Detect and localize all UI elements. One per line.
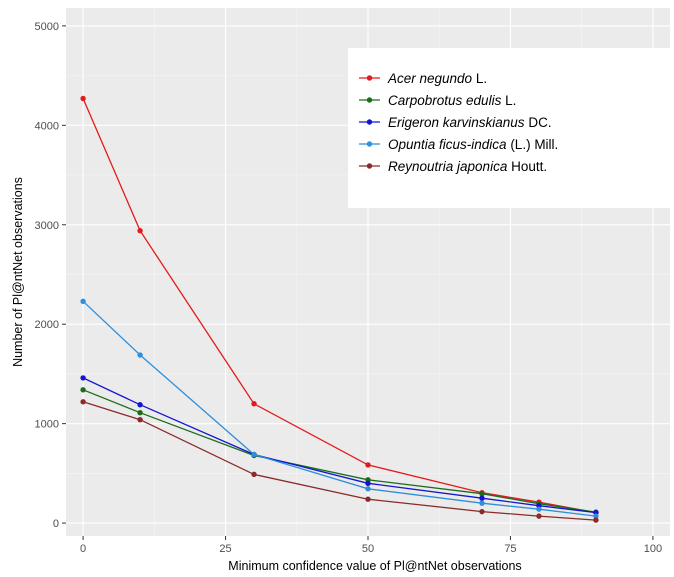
legend-key-point: [366, 141, 373, 147]
legend-item: Carpobrotus edulis L.: [359, 93, 516, 108]
legend-label: Acer negundo L.: [387, 71, 487, 86]
data-point: [251, 471, 257, 478]
x-tick-label: 0: [80, 543, 86, 555]
series-5: [80, 399, 599, 523]
x-tick-label: 50: [362, 543, 374, 555]
data-point: [137, 402, 143, 408]
legend-label: Reynoutria japonica Houtt.: [388, 159, 547, 174]
legend-label-italic: Reynoutria japonica: [388, 159, 508, 174]
axis-ticks: [62, 25, 654, 540]
x-axis-title: Minimum confidence value of Pl@ntNet obs…: [228, 559, 521, 573]
data-point: [251, 401, 257, 407]
data-point: [365, 496, 371, 502]
legend-label: Opuntia ficus-indica (L.) Mill.: [388, 137, 558, 152]
legend-label: Carpobrotus edulis L.: [388, 93, 516, 108]
legend-label-author: (L.) Mill.: [507, 137, 559, 152]
y-tick-label: 3000: [35, 220, 59, 232]
legend-key-point: [366, 119, 373, 125]
legend-item: Erigeron karvinskianus DC.: [359, 115, 552, 130]
x-tick-label: 75: [504, 543, 516, 555]
data-point: [593, 517, 599, 523]
legend-label-italic: Acer negundo: [387, 71, 473, 86]
data-point: [479, 491, 485, 497]
legend-label-italic: Erigeron karvinskianus: [388, 115, 525, 130]
legend-item: Acer negundo L.: [359, 71, 487, 86]
legend-key-point: [366, 97, 373, 103]
y-axis-title: Number of Pl@ntNet observations: [11, 177, 25, 367]
y-tick-label: 4000: [35, 120, 59, 132]
data-point: [80, 95, 86, 102]
legend: Acer negundo L.Carpobrotus edulis L.Erig…: [348, 48, 672, 208]
data-point: [536, 506, 542, 512]
data-point: [137, 416, 143, 423]
y-tick-label: 2000: [35, 319, 59, 331]
legend-label-author: L.: [501, 93, 516, 108]
data-point: [80, 375, 86, 381]
data-point: [479, 500, 485, 506]
data-point: [80, 298, 86, 305]
legend-label: Erigeron karvinskianus DC.: [388, 115, 552, 130]
data-point: [365, 462, 371, 468]
data-point: [479, 495, 485, 501]
data-point: [479, 508, 485, 515]
legend-box: [348, 48, 672, 208]
y-tick-label: 1000: [35, 419, 59, 431]
data-point: [365, 480, 371, 486]
legend-label-author: DC.: [525, 115, 552, 130]
data-point: [137, 410, 143, 416]
y-tick-label: 0: [53, 518, 59, 530]
series-4: [80, 298, 599, 519]
data-point: [80, 387, 86, 393]
legend-item: Reynoutria japonica Houtt.: [359, 159, 547, 174]
legend-item: Opuntia ficus-indica (L.) Mill.: [359, 137, 558, 152]
data-point: [137, 228, 143, 234]
legend-label-italic: Opuntia ficus-indica: [388, 137, 507, 152]
series-group: [80, 95, 599, 523]
data-point: [137, 352, 143, 358]
legend-label-italic: Carpobrotus edulis: [388, 93, 502, 108]
data-point: [80, 399, 86, 405]
y-tick-label: 5000: [35, 21, 59, 33]
x-tick-label: 25: [219, 543, 231, 555]
data-point: [251, 451, 257, 458]
legend-key-point: [366, 163, 373, 169]
legend-label-author: L.: [472, 71, 487, 86]
data-point: [593, 513, 599, 519]
legend-label-author: Houtt.: [507, 159, 547, 174]
legend-key-point: [366, 75, 373, 81]
data-point: [536, 513, 542, 519]
x-tick-label: 100: [644, 543, 662, 555]
data-point: [365, 486, 371, 492]
